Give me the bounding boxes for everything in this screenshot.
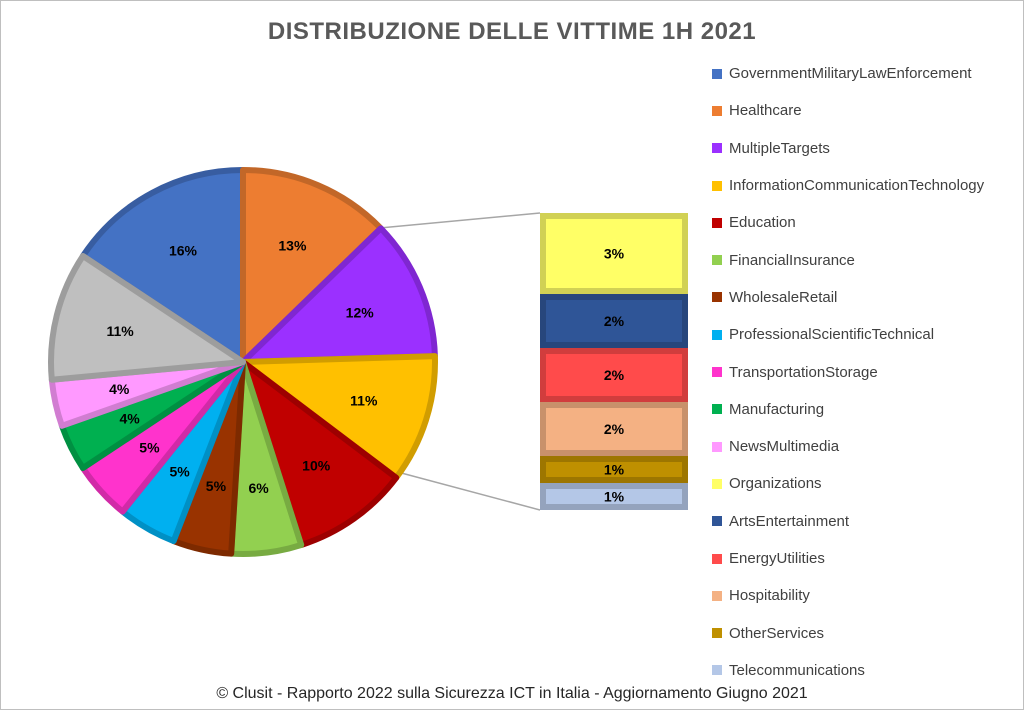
legend-swatch bbox=[712, 478, 722, 489]
bar-segment-energy-utilities bbox=[540, 348, 688, 402]
pie-label-news-multimedia: 4% bbox=[109, 381, 130, 397]
bar-label-telecommunications: 1% bbox=[604, 489, 625, 505]
legend-item-manufacturing: Manufacturing bbox=[712, 391, 1022, 428]
legend-swatch bbox=[712, 217, 722, 228]
legend-label: NewsMultimedia bbox=[729, 438, 840, 456]
legend-item-financial-insurance: FinancialInsurance bbox=[712, 241, 1022, 278]
legend-item-news-multimedia: NewsMultimedia bbox=[712, 428, 1022, 465]
pie-label-manufacturing: 4% bbox=[119, 411, 140, 427]
pie-slice-other bbox=[48, 252, 246, 383]
pie-label-multiple-targets: 12% bbox=[346, 305, 375, 321]
pie-slice-government-military-law-enforcement bbox=[79, 167, 246, 365]
pie-label-financial-insurance: 6% bbox=[248, 480, 269, 496]
pie-label-wholesale-retail: 5% bbox=[206, 478, 227, 494]
bar-segment-telecommunications bbox=[540, 483, 688, 510]
legend-swatch bbox=[712, 441, 722, 452]
legend-swatch bbox=[712, 404, 722, 415]
legend-label: TransportationStorage bbox=[729, 363, 878, 381]
legend-swatch bbox=[712, 590, 722, 601]
legend-swatch bbox=[712, 665, 722, 676]
legend-label: Telecommunications bbox=[729, 661, 865, 679]
pie-label-education: 10% bbox=[302, 457, 331, 473]
legend-swatch bbox=[712, 329, 722, 340]
legend-item-professional-scientific-technical: ProfessionalScientificTechnical bbox=[712, 316, 1022, 353]
legend-swatch bbox=[712, 105, 722, 116]
pie-label-government-military-law-enforcement: 16% bbox=[169, 242, 198, 258]
legend-item-multiple-targets: MultipleTargets bbox=[712, 130, 1022, 167]
legend-label: Hospitability bbox=[729, 587, 810, 605]
legend-item-arts-entertainment: ArtsEntertainment bbox=[712, 503, 1022, 540]
bar-label-hospitability: 2% bbox=[604, 421, 625, 437]
pie-label-information-communication-technology: 11% bbox=[350, 392, 378, 408]
footer-credit: © Clusit - Rapporto 2022 sulla Sicurezza… bbox=[216, 685, 808, 702]
legend-swatch bbox=[712, 367, 722, 378]
pie-slice-information-communication-technology bbox=[240, 353, 438, 481]
legend: GovernmentMilitaryLawEnforcement Healthca… bbox=[712, 55, 1022, 689]
pie-label-other: 11% bbox=[106, 323, 134, 339]
legend-label: Manufacturing bbox=[729, 400, 825, 418]
legend-label: GovernmentMilitaryLawEnforcement bbox=[729, 65, 972, 83]
pie-slice-education bbox=[240, 359, 400, 548]
bar-segment-arts-entertainment bbox=[540, 294, 688, 348]
legend-label: ArtsEntertainment bbox=[729, 512, 850, 530]
legend-item-transportation-storage: TransportationStorage bbox=[712, 353, 1022, 390]
legend-label: ProfessionalScientificTechnical bbox=[729, 326, 935, 344]
legend-label: OtherServices bbox=[729, 624, 825, 642]
legend-swatch bbox=[712, 516, 722, 527]
legend-item-wholesale-retail: WholesaleRetail bbox=[712, 279, 1022, 316]
secondary-bar bbox=[540, 213, 688, 510]
legend-label: InformationCommunicationTechnology bbox=[729, 177, 985, 195]
legend-label: EnergyUtilities bbox=[729, 550, 825, 567]
legend-item-organizations: Organizations bbox=[712, 465, 1022, 502]
legend-item-energy-utilities: EnergyUtilities bbox=[712, 540, 1022, 577]
pie-slice-multiple-targets bbox=[240, 225, 438, 365]
legend-item-healthcare: Healthcare bbox=[712, 92, 1022, 129]
pie-label-transportation-storage: 5% bbox=[139, 439, 160, 455]
legend-item-information-communication-technology: InformationCommunicationTechnology bbox=[712, 167, 1022, 204]
bar-label-energy-utilities: 2% bbox=[604, 367, 625, 383]
legend-item-government-military-law-enforcement: GovernmentMilitaryLawEnforcement bbox=[712, 55, 1022, 92]
legend-label: Healthcare bbox=[729, 102, 802, 120]
chart-title: DISTRIBUZIONE DELLE VITTIME 1H 2021 bbox=[267, 18, 757, 45]
legend-swatch bbox=[712, 180, 722, 191]
legend-item-telecommunications: Telecommunications bbox=[712, 652, 1022, 689]
legend-item-education: Education bbox=[712, 204, 1022, 241]
legend-swatch bbox=[712, 292, 722, 303]
bar-segment-hospitability bbox=[540, 402, 688, 456]
legend-swatch bbox=[712, 255, 722, 266]
pie-label-professional-scientific-technical: 5% bbox=[169, 464, 190, 480]
bar-segment-other-services bbox=[540, 456, 688, 483]
legend-label: WholesaleRetail bbox=[729, 288, 838, 306]
legend-item-hospitability: Hospitability bbox=[712, 577, 1022, 614]
legend-swatch bbox=[712, 68, 722, 79]
legend-swatch bbox=[712, 143, 722, 154]
legend-label: Organizations bbox=[729, 475, 822, 493]
legend-swatch bbox=[712, 628, 722, 639]
legend-label: Education bbox=[729, 214, 796, 232]
bar-segment-organizations bbox=[540, 213, 688, 294]
bar-label-arts-entertainment: 2% bbox=[604, 313, 625, 329]
pie-label-healthcare: 13% bbox=[278, 237, 307, 253]
legend-item-other-services: OtherServices bbox=[712, 614, 1022, 651]
main-pie bbox=[48, 167, 438, 557]
bar-label-organizations: 3% bbox=[604, 246, 625, 262]
data-labels: 16% 13% 12% 11% 10% 6% 5% 5% 5% 4% 4% 11% 3% 2% 2% 2% 1%… bbox=[106, 237, 624, 504]
legend-swatch bbox=[712, 553, 722, 564]
pie-slice-healthcare bbox=[240, 167, 384, 365]
legend-label: MultipleTargets bbox=[729, 139, 830, 157]
legend-label: FinancialInsurance bbox=[729, 251, 855, 269]
bar-label-other-services: 1% bbox=[604, 462, 625, 478]
